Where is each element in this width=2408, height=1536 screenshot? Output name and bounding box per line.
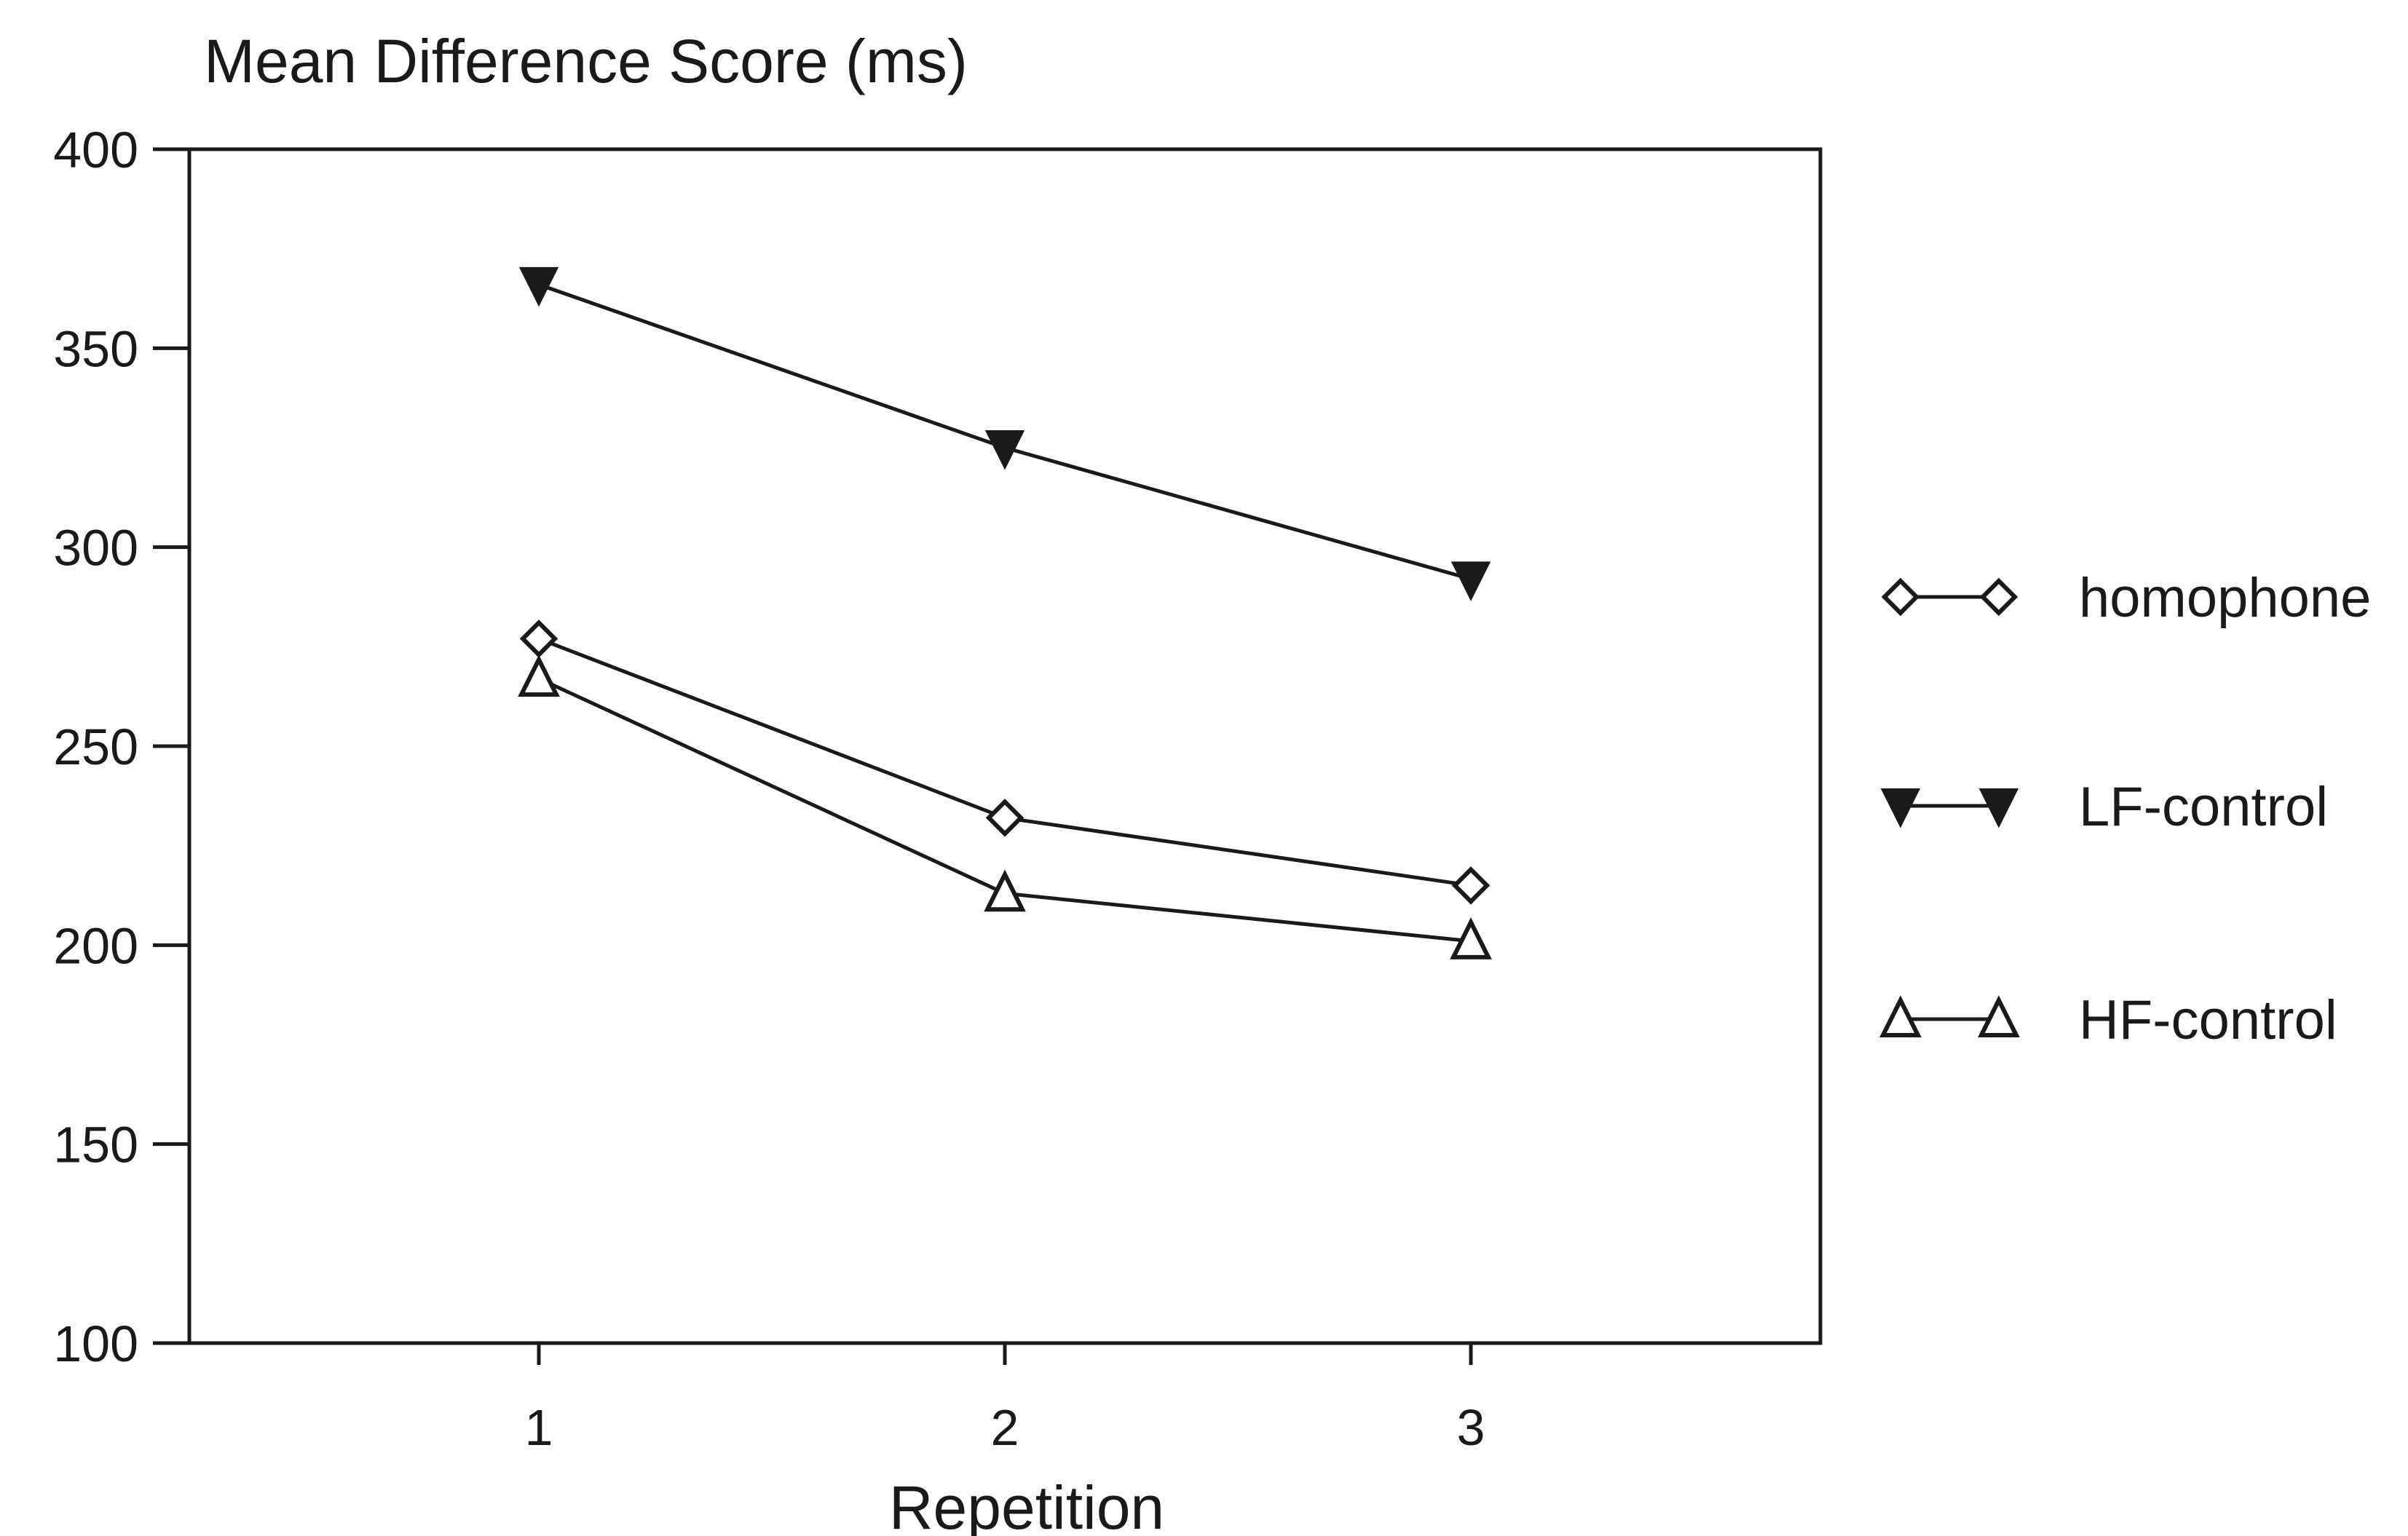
legend-marker	[1978, 995, 2020, 1037]
x-tick-label: 2	[991, 1399, 1019, 1456]
data-point-homophone	[519, 619, 558, 658]
data-point-homophone	[1451, 866, 1491, 905]
legend-marker	[1880, 788, 1921, 828]
series-homophone	[519, 619, 1491, 905]
data-point-hf-control	[984, 869, 1026, 912]
legend-marker	[1979, 577, 2018, 617]
y-axis: 100 150 200 250 300 350 400	[53, 122, 189, 1372]
series-line-homophone	[538, 637, 1472, 887]
x-tick-label: 1	[525, 1399, 553, 1456]
y-tick-label: 400	[53, 122, 138, 178]
data-point-lf-control	[984, 430, 1025, 470]
legend-marker	[1978, 788, 2019, 828]
data-point-lf-control	[1450, 561, 1491, 601]
x-tick-label: 3	[1457, 1399, 1485, 1456]
legend: homophone LF-control HF-control	[1879, 567, 2371, 1051]
y-tick-label: 150	[53, 1117, 138, 1173]
data-point-hf-control	[518, 654, 560, 697]
legend-item-homophone: homophone	[1881, 567, 2371, 629]
data-point-lf-control	[518, 266, 559, 307]
legend-item-hf-control: HF-control	[1879, 989, 2337, 1051]
legend-label: homophone	[2079, 567, 2371, 629]
x-axis: 1 2 3	[525, 1343, 1485, 1456]
series-layer	[518, 266, 1492, 959]
data-point-homophone	[985, 799, 1025, 837]
legend-item-lf-control: LF-control	[1880, 776, 2328, 838]
legend-marker	[1879, 995, 1922, 1037]
legend-marker	[1881, 577, 1920, 617]
series-lf-control	[518, 266, 1491, 601]
series-hf-control	[518, 654, 1492, 959]
y-tick-label: 100	[53, 1315, 138, 1372]
plot-frame	[187, 147, 1823, 1345]
legend-label: LF-control	[2079, 776, 2328, 838]
y-tick-label: 200	[53, 917, 138, 974]
y-axis-label: Mean Difference Score (ms)	[204, 27, 968, 95]
x-axis-label: Repetition	[889, 1473, 1164, 1536]
data-point-hf-control	[1450, 917, 1492, 959]
y-tick-label: 300	[53, 520, 138, 577]
legend-label: HF-control	[2079, 989, 2337, 1051]
y-tick-label: 250	[53, 718, 138, 775]
y-tick-label: 350	[53, 320, 138, 377]
